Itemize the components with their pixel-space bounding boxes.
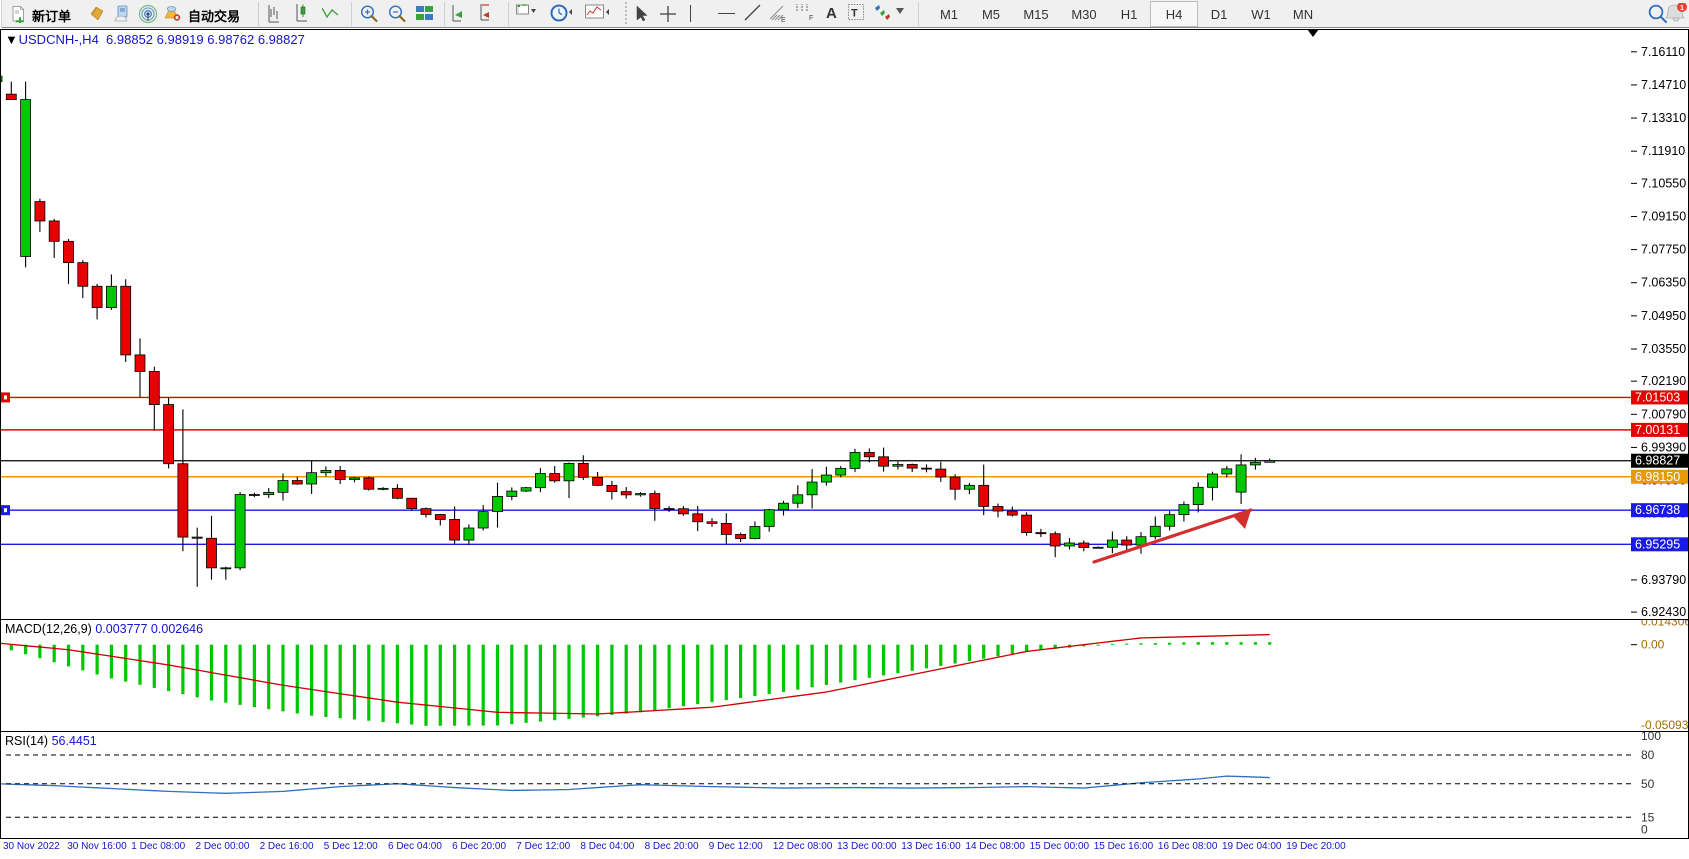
svg-text:7.04950: 7.04950 (1641, 309, 1686, 323)
svg-text:-0.050937: -0.050937 (1641, 718, 1689, 732)
svg-text:80: 80 (1641, 748, 1655, 762)
svg-text:7.11910: 7.11910 (1641, 144, 1685, 158)
svg-text:6.98827: 6.98827 (1635, 454, 1680, 468)
svg-text:7.02190: 7.02190 (1641, 374, 1686, 388)
svg-text:7.10550: 7.10550 (1641, 176, 1686, 190)
svg-text:0.00: 0.00 (1641, 638, 1665, 652)
svg-text:6.95295: 6.95295 (1635, 537, 1680, 551)
svg-text:0.014306: 0.014306 (1641, 620, 1689, 629)
svg-text:7.16110: 7.16110 (1641, 45, 1685, 59)
svg-text:6.98150: 6.98150 (1635, 470, 1680, 484)
svg-text:6.99390: 6.99390 (1641, 440, 1686, 454)
svg-text:7.13310: 7.13310 (1641, 111, 1686, 125)
svg-text:0: 0 (1641, 823, 1648, 837)
svg-text:7.06350: 7.06350 (1641, 276, 1686, 290)
svg-text:50: 50 (1641, 777, 1655, 791)
svg-text:6.96738: 6.96738 (1635, 503, 1680, 517)
svg-text:7.00790: 7.00790 (1641, 407, 1686, 421)
svg-text:100: 100 (1641, 732, 1661, 743)
svg-text:7.00131: 7.00131 (1635, 423, 1680, 437)
svg-text:6.92430: 6.92430 (1641, 605, 1686, 619)
svg-text:7.01503: 7.01503 (1635, 390, 1680, 404)
svg-text:7.14710: 7.14710 (1641, 78, 1686, 92)
svg-text:7.03550: 7.03550 (1641, 342, 1686, 356)
svg-text:7.07750: 7.07750 (1641, 243, 1686, 257)
svg-text:6.93790: 6.93790 (1641, 573, 1686, 587)
svg-text:7.09150: 7.09150 (1641, 209, 1686, 223)
